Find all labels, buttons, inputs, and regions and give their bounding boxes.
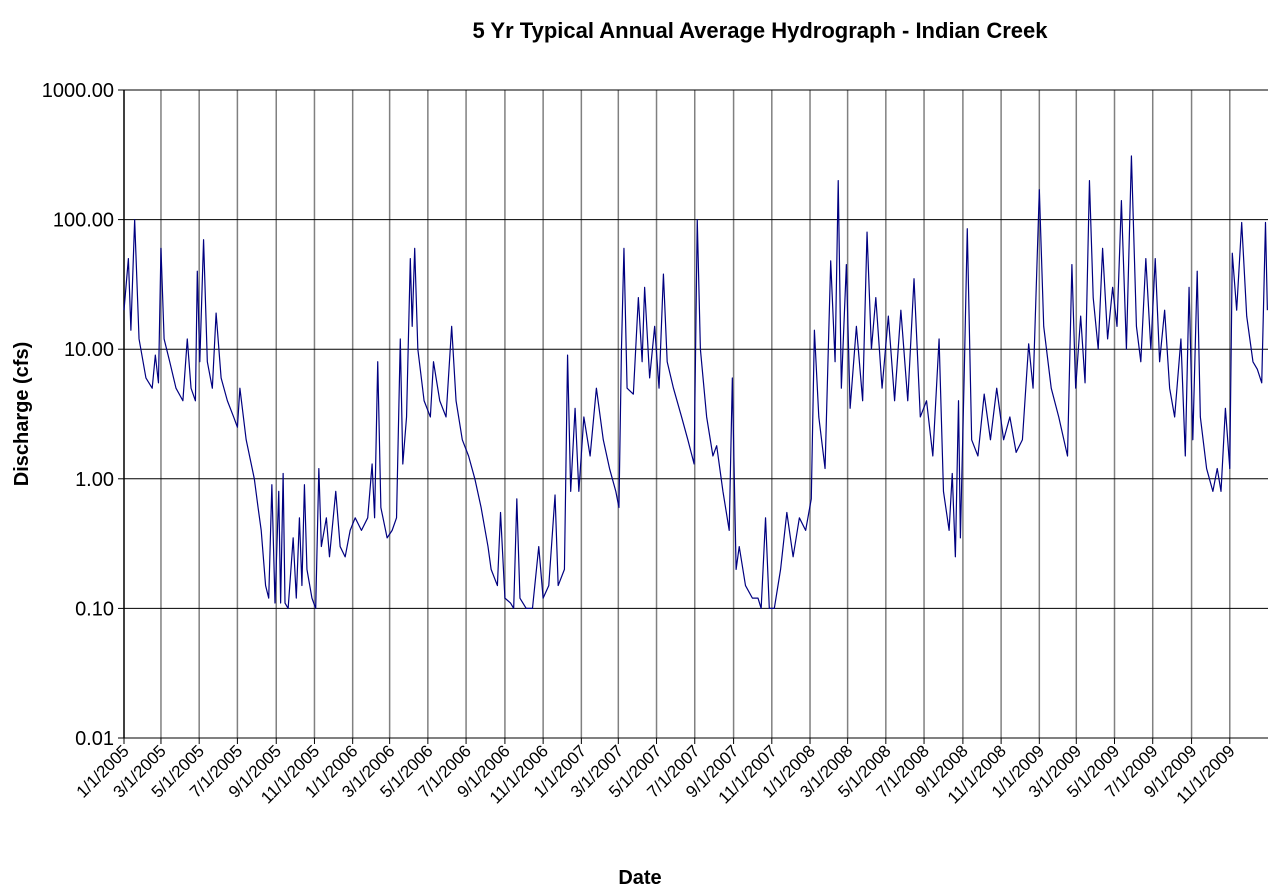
y-tick-label: 10.00 bbox=[64, 339, 114, 361]
x-axis-title: Date bbox=[618, 867, 661, 889]
y-tick-label: 0.01 bbox=[75, 728, 114, 750]
y-axis-title: Discharge (cfs) bbox=[11, 342, 33, 487]
data-line bbox=[123, 155, 1268, 609]
y-tick-label: 0.10 bbox=[75, 598, 114, 620]
y-tick-label: 100.00 bbox=[53, 210, 114, 232]
y-tick-label: 1.00 bbox=[75, 469, 114, 491]
y-tick-label: 1000.00 bbox=[42, 80, 114, 102]
chart-title: 5 Yr Typical Annual Average Hydrograph -… bbox=[472, 18, 1048, 43]
